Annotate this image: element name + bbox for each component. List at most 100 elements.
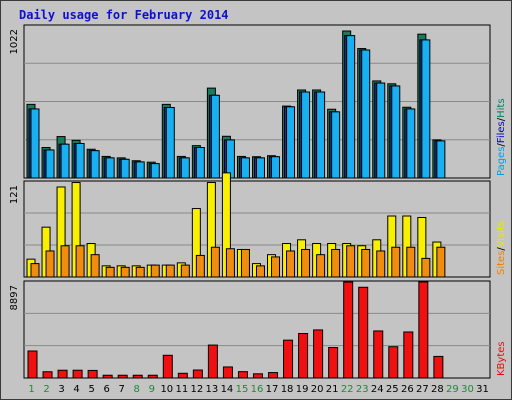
bar-pages-day-19: [301, 91, 311, 179]
bar-sites-day-2: [45, 250, 55, 278]
x-tick-label-day-28: 28: [431, 384, 444, 395]
x-tick-label-day-12: 12: [191, 384, 204, 395]
x-tick-label-day-11: 11: [175, 384, 188, 395]
bar-sites-day-15: [240, 248, 250, 278]
bar-pages-day-10: [165, 107, 175, 179]
bar-pages-day-9: [150, 163, 160, 179]
bar-sites-day-28: [436, 246, 446, 278]
x-tick-label-day-18: 18: [281, 384, 294, 395]
bar-sites-day-7: [120, 266, 130, 278]
x-tick-label-day-13: 13: [206, 384, 219, 395]
bar-sites-day-12: [195, 254, 205, 278]
panel-legend: Sites/Visits: [496, 221, 507, 275]
bar-kbytes-day-15: [237, 371, 248, 379]
bar-pages-day-24: [376, 82, 386, 179]
bar-pages-day-1: [30, 108, 40, 179]
x-tick-label-day-10: 10: [160, 384, 173, 395]
bar-kbytes-day-24: [373, 330, 384, 379]
bar-kbytes-day-18: [283, 339, 294, 379]
bar-kbytes-day-10: [162, 354, 173, 379]
x-tick-label-day-17: 17: [266, 384, 279, 395]
x-tick-label-day-14: 14: [221, 384, 234, 395]
bar-pages-day-18: [286, 106, 296, 179]
bar-pages-day-8: [135, 161, 145, 179]
bar-kbytes-day-3: [57, 369, 68, 379]
bar-pages-day-4: [75, 142, 85, 179]
ymax-label: 1022: [9, 29, 20, 54]
bar-kbytes-day-7: [117, 374, 128, 379]
x-tick-label-day-25: 25: [386, 384, 399, 395]
bar-sites-day-27: [421, 257, 431, 278]
legend-entry: Sites: [496, 251, 507, 275]
legend-entry: Pages: [496, 147, 507, 176]
bar-kbytes-day-27: [418, 281, 429, 379]
bar-kbytes-day-5: [87, 369, 98, 379]
bar-sites-day-16: [255, 265, 265, 278]
bar-sites-day-3: [60, 245, 70, 278]
bar-pages-day-16: [255, 157, 265, 179]
bar-pages-day-28: [436, 140, 446, 179]
bar-kbytes-day-1: [27, 350, 38, 379]
bar-kbytes-day-4: [72, 369, 83, 379]
chart-title: Daily usage for February 2014: [19, 8, 229, 22]
x-tick-label-day-16: 16: [251, 384, 264, 395]
bar-sites-day-11: [180, 264, 190, 278]
bar-pages-day-14: [225, 139, 235, 179]
x-tick-label-day-22: 22: [341, 384, 354, 395]
x-tick-label-day-2: 2: [43, 384, 49, 395]
x-tick-label-day-4: 4: [73, 384, 79, 395]
x-tick-label-day-20: 20: [311, 384, 324, 395]
bar-sites-day-18: [286, 250, 296, 278]
bar-sites-day-19: [301, 248, 311, 278]
x-tick-label-day-26: 26: [401, 384, 414, 395]
legend-entry: Visits: [496, 221, 507, 248]
bar-kbytes-day-2: [42, 371, 53, 379]
ymax-label: 121: [9, 185, 20, 204]
x-tick-label-day-9: 9: [149, 384, 155, 395]
bar-kbytes-day-14: [222, 366, 233, 379]
bar-sites-day-21: [331, 248, 341, 278]
x-tick-label-day-7: 7: [119, 384, 125, 395]
bar-kbytes-day-16: [252, 373, 263, 379]
legend-entry: /: [496, 247, 507, 251]
bar-pages-day-3: [60, 143, 70, 179]
bar-kbytes-day-25: [388, 346, 399, 379]
x-tick-label-day-21: 21: [326, 384, 339, 395]
x-tick-label-day-19: 19: [296, 384, 309, 395]
bar-sites-day-26: [406, 246, 416, 278]
bar-sites-day-10: [165, 264, 175, 278]
bar-kbytes-day-21: [328, 347, 339, 379]
x-tick-label-day-15: 15: [236, 384, 249, 395]
panel-visits_sites: 121 Sites/Visits: [9, 172, 507, 278]
panel-legend: Pages/Files/Hits: [496, 98, 507, 176]
bar-pages-day-7: [120, 158, 130, 179]
bar-pages-day-13: [210, 94, 220, 179]
bar-pages-day-22: [346, 35, 356, 179]
bar-kbytes-day-20: [313, 329, 324, 379]
bar-kbytes-day-22: [343, 281, 354, 379]
bar-sites-day-14: [225, 248, 235, 278]
bar-kbytes-day-26: [403, 331, 414, 379]
x-tick-label-day-30: 30: [461, 384, 474, 395]
bar-kbytes-day-8: [132, 374, 143, 379]
x-tick-label-day-8: 8: [134, 384, 140, 395]
bar-pages-day-23: [361, 49, 371, 179]
bar-pages-day-5: [90, 150, 100, 179]
bar-sites-day-6: [105, 266, 115, 278]
x-tick-label-day-27: 27: [416, 384, 429, 395]
legend-entry: /: [496, 117, 507, 121]
bar-sites-day-1: [30, 263, 40, 278]
legend-entry: Files: [496, 121, 507, 143]
bar-sites-day-8: [135, 266, 145, 278]
x-tick-label-day-5: 5: [88, 384, 94, 395]
bar-sites-day-22: [346, 245, 356, 278]
bar-kbytes-day-19: [298, 333, 309, 379]
x-tick-label-day-1: 1: [28, 384, 34, 395]
bar-kbytes-day-13: [207, 344, 218, 379]
ymax-label: 8897: [9, 285, 20, 310]
bar-sites-day-25: [391, 246, 401, 278]
bar-pages-day-25: [391, 85, 401, 179]
